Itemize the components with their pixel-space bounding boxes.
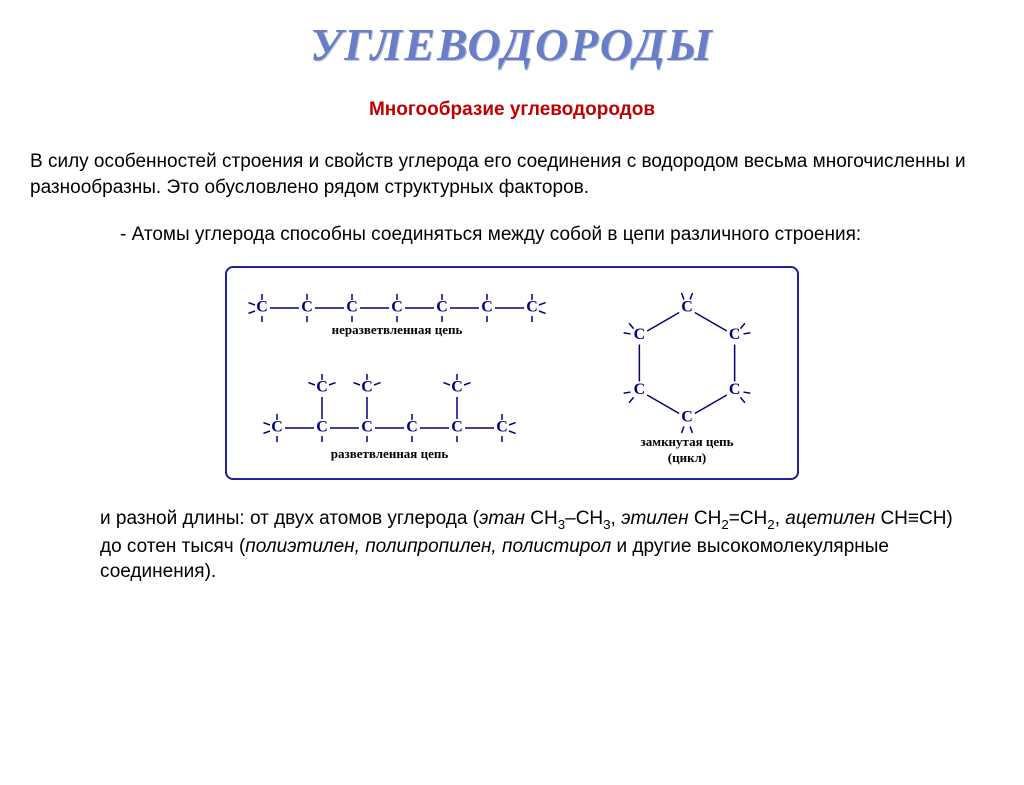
- ethylene-formula-1: CH: [689, 508, 722, 529]
- svg-text:C: C: [361, 419, 373, 436]
- svg-text:C: C: [316, 379, 328, 396]
- svg-text:C: C: [451, 419, 463, 436]
- acetylene-name: ацетилен: [785, 508, 875, 529]
- svg-text:C: C: [391, 299, 403, 316]
- paragraph-3: и разной длины: от двух атомов углерода …: [100, 506, 954, 585]
- svg-text:C: C: [681, 409, 693, 426]
- svg-text:C: C: [451, 379, 463, 396]
- paragraph-1: В силу особенностей строения и свойств у…: [30, 149, 989, 200]
- chain-diagram: C C C C C C Cнеразветвленная цепь C C C C C C C C Cразв…: [225, 266, 799, 480]
- svg-text:C: C: [729, 326, 741, 343]
- subtitle: Многообразие углеводородов: [0, 99, 1024, 121]
- svg-text:C: C: [481, 299, 493, 316]
- chain-diagram-svg: C C C C C C Cнеразветвленная цепь C C C C C C C C Cразв…: [227, 268, 797, 478]
- svg-text:C: C: [256, 299, 268, 316]
- svg-text:C: C: [346, 299, 358, 316]
- svg-text:C: C: [436, 299, 448, 316]
- svg-text:C: C: [526, 299, 538, 316]
- p3-text-2: ,: [611, 508, 622, 529]
- svg-text:C: C: [316, 419, 328, 436]
- svg-text:неразветвленная цепь: неразветвленная цепь: [332, 322, 463, 337]
- paragraph-2: - Атомы углерода способны соединяться ме…: [120, 222, 964, 248]
- svg-text:(цикл): (цикл): [668, 450, 706, 465]
- svg-text:C: C: [406, 419, 418, 436]
- polymers-list: полиэтилен, полипропилен, полистирол: [245, 536, 611, 557]
- svg-text:C: C: [729, 381, 741, 398]
- ethane-sub-1: 3: [558, 517, 565, 532]
- ethane-name: этан: [479, 508, 525, 529]
- ethane-formula-2: –CH: [565, 508, 603, 529]
- svg-text:C: C: [271, 419, 283, 436]
- svg-text:C: C: [681, 299, 693, 316]
- ethylene-sub-2: 2: [767, 517, 774, 532]
- ethylene-name: этилен: [621, 508, 688, 529]
- svg-text:C: C: [634, 326, 646, 343]
- p3-text-3: ,: [775, 508, 786, 529]
- ethane-formula-1: CH: [525, 508, 558, 529]
- svg-text:C: C: [496, 419, 508, 436]
- ethylene-formula-2: =CH: [729, 508, 768, 529]
- ethane-sub-2: 3: [603, 517, 610, 532]
- svg-text:замкнутая цепь: замкнутая цепь: [640, 434, 733, 449]
- main-title: УГЛЕВОДОРОДЫ: [0, 18, 1024, 71]
- svg-text:C: C: [361, 379, 373, 396]
- svg-text:разветвленная цепь: разветвленная цепь: [331, 446, 449, 461]
- svg-text:C: C: [634, 381, 646, 398]
- p3-text-1: и разной длины: от двух атомов углерода …: [100, 508, 479, 529]
- ethylene-sub-1: 2: [721, 517, 728, 532]
- svg-text:C: C: [301, 299, 313, 316]
